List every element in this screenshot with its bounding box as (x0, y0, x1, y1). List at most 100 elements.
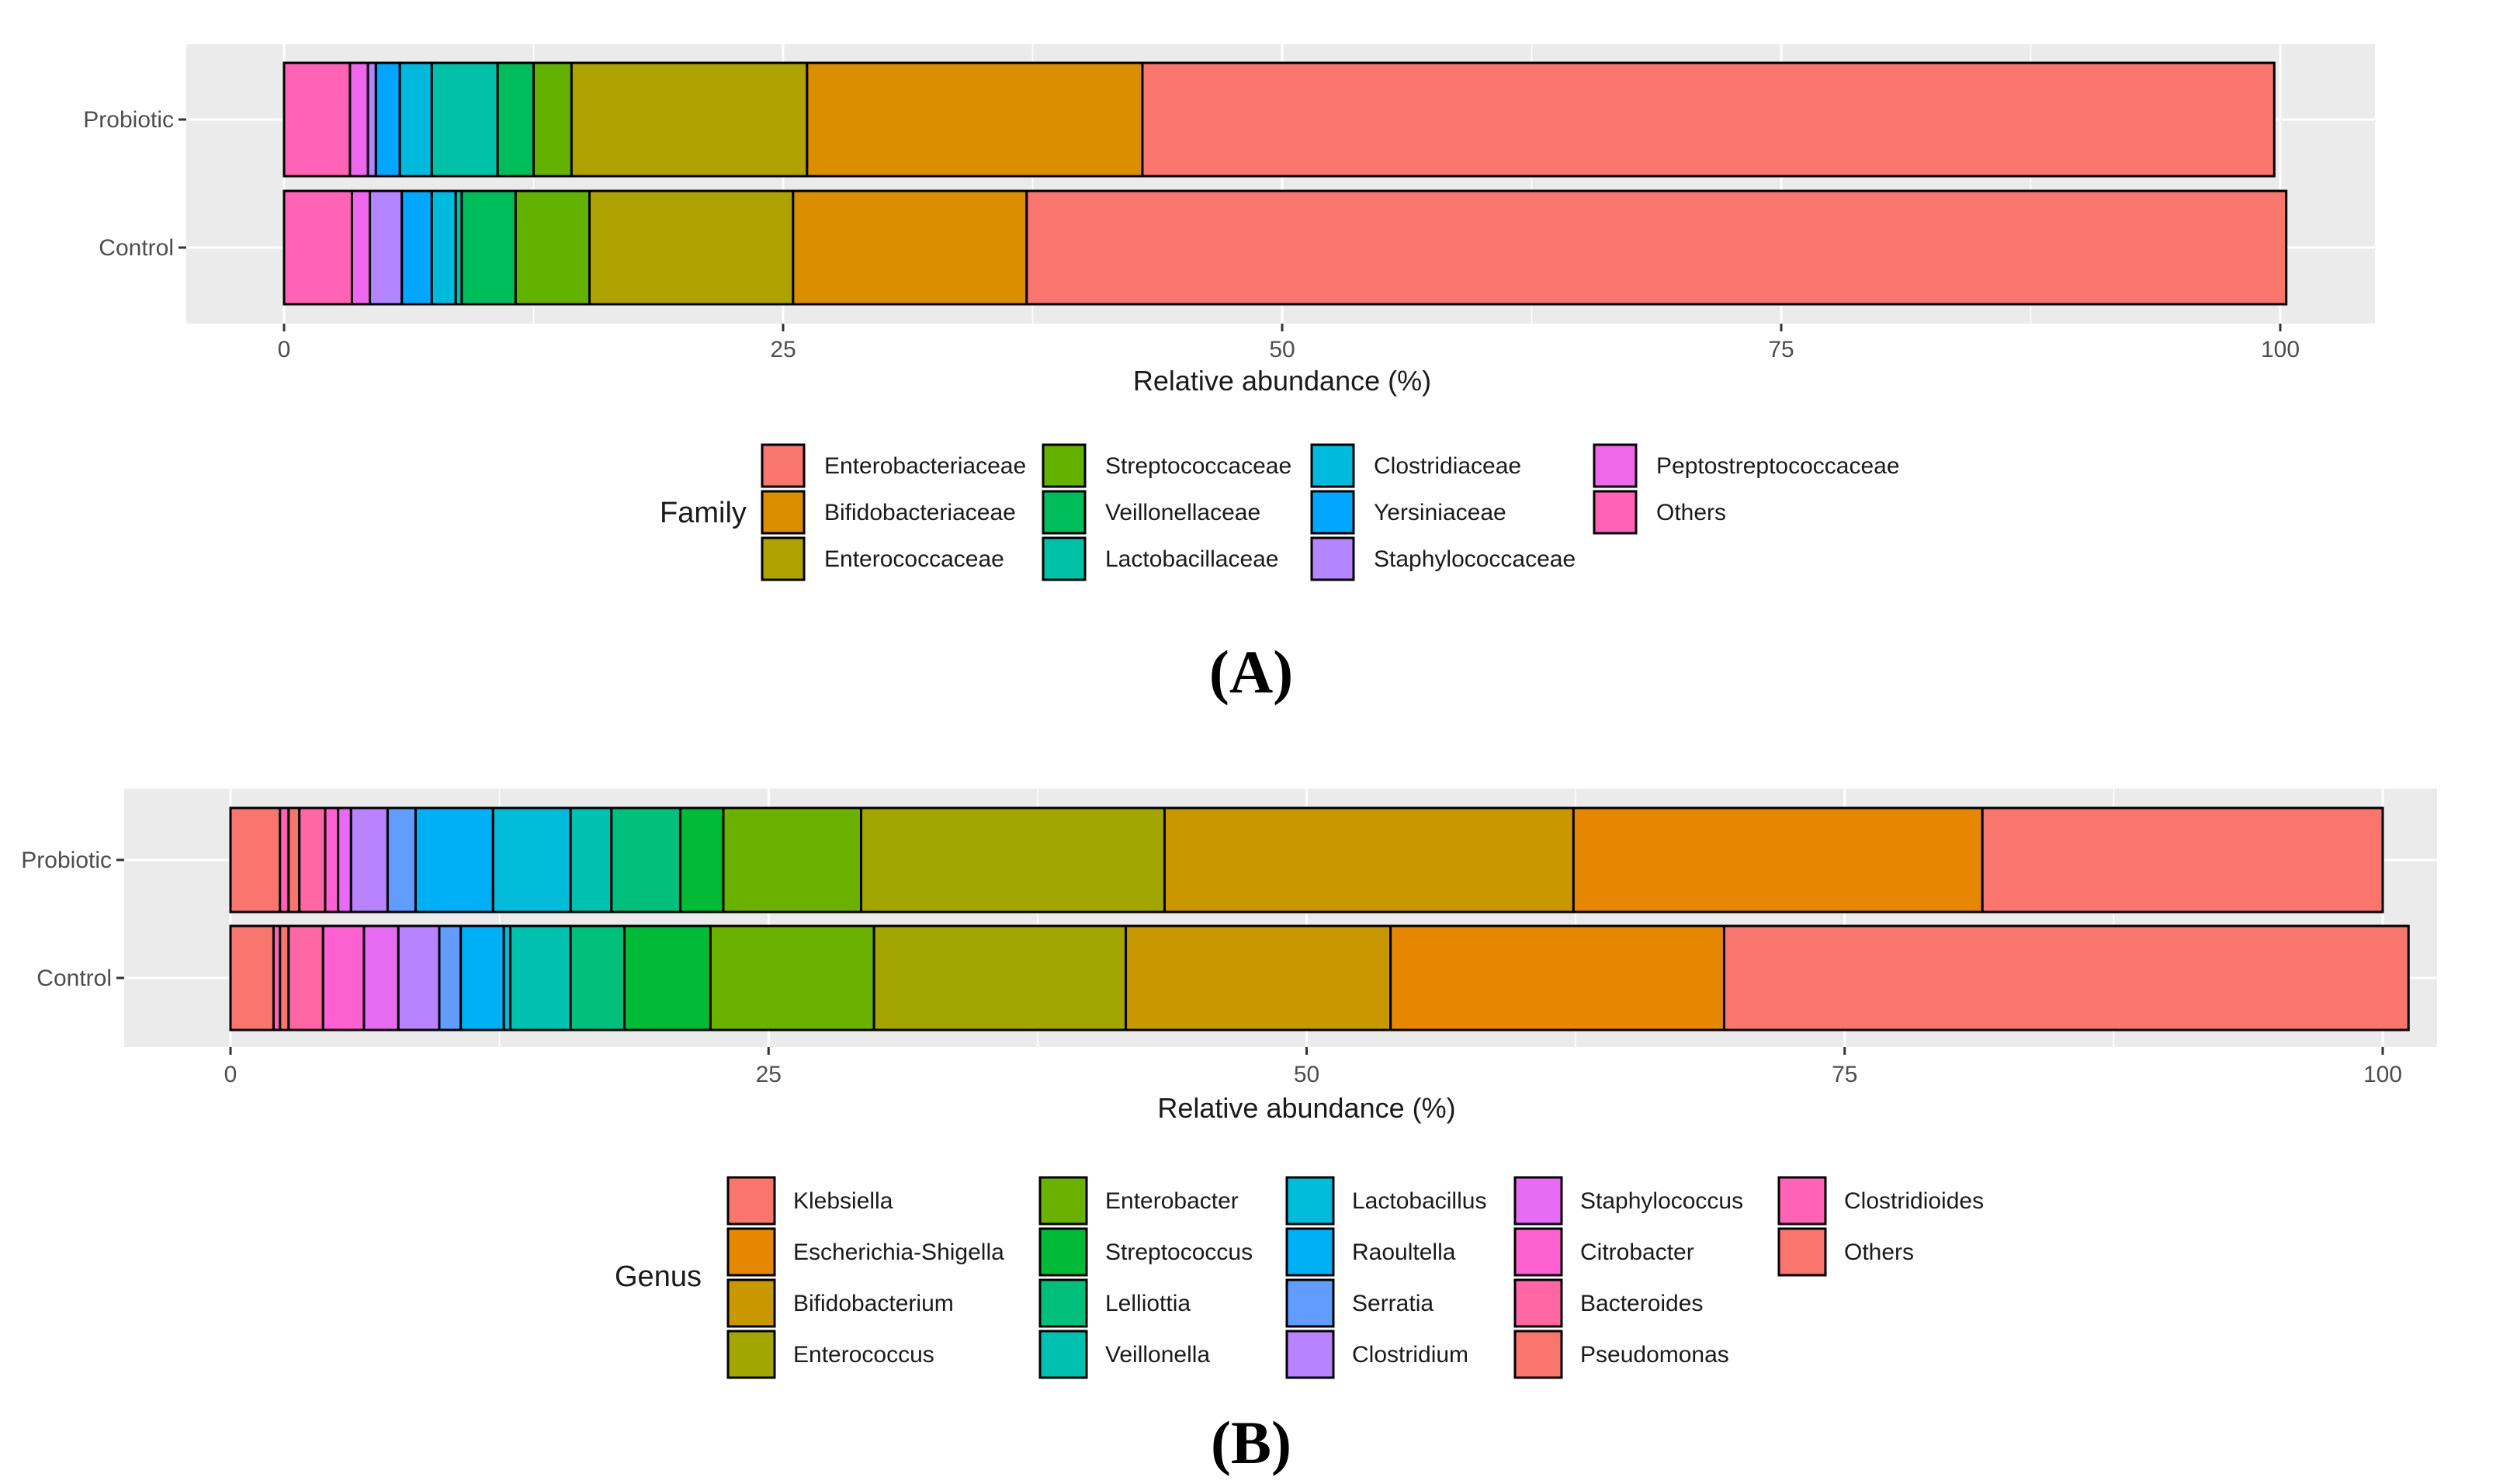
legend-item-streptococcus: Streptococcus (1038, 1227, 1253, 1277)
bar-segment-control-raoultella (459, 924, 505, 1032)
legend-label-others: Others (1656, 500, 1726, 525)
legend-item-clostridiaceae: Clostridiaceae (1310, 443, 1521, 488)
bar-segment-probiotic-enterococcaceae (570, 61, 809, 178)
bar-segment-probiotic-klebsiella (1981, 806, 2384, 914)
legend-item-enterobacter: Enterobacter (1038, 1176, 1239, 1226)
y-axis: Probiotic Control (21, 848, 124, 991)
legend-label-others: Others (1844, 1240, 1914, 1265)
bar-segment-probiotic-staphylococcus (337, 806, 352, 914)
x-tick-label-25: 25 (770, 337, 796, 362)
legend-item-lelliottia: Lelliottia (1038, 1278, 1191, 1328)
bar-segment-probiotic-pseudomonas (287, 806, 301, 914)
y-tick-label-control: Control (36, 966, 112, 991)
legend-item-clostridium: Clostridium (1285, 1330, 1468, 1379)
bar-segment-probiotic-citrobacter (324, 806, 340, 914)
legend-item-bacteroides: Bacteroides (1513, 1278, 1703, 1328)
legend-key-yersiniaceae (1310, 490, 1355, 535)
bar-segment-control-bifidobacteriaceae (792, 189, 1028, 306)
legend-item-citrobacter: Citrobacter (1513, 1227, 1694, 1277)
legend-key-streptococcaceae (1042, 443, 1087, 488)
legend-label-yersiniaceae: Yersiniaceae (1374, 500, 1506, 525)
legend-label-escherichia-shigella: Escherichia-Shigella (793, 1240, 1004, 1265)
legend-key-klebsiella (726, 1176, 776, 1226)
legend-item-lactobacillaceae: Lactobacillaceae (1042, 536, 1279, 581)
legend-label-citrobacter: Citrobacter (1580, 1240, 1694, 1265)
legend-key-veillonella (1038, 1330, 1088, 1379)
bar-segment-probiotic-clostridium (349, 806, 389, 914)
y-tick-label-probiotic: Probiotic (21, 848, 112, 873)
legend-key-enterococcaceae (761, 536, 806, 581)
legend-key-others (1777, 1227, 1827, 1277)
bar-segment-probiotic-lelliottia (610, 806, 682, 914)
bar-segment-control-others (283, 189, 353, 306)
legend-item-streptococcaceae: Streptococcaceae (1042, 443, 1291, 488)
legend-label-raoultella: Raoultella (1352, 1240, 1456, 1265)
bars (283, 61, 2288, 306)
panel-label: (A) (1209, 638, 1293, 706)
bar-segment-probiotic-raoultella (414, 806, 494, 914)
legend-key-peptostreptococcaceae (1593, 443, 1638, 488)
legend-item-staphylococcus: Staphylococcus (1513, 1176, 1743, 1226)
legend-key-escherichia-shigella (726, 1227, 776, 1277)
legend-label-enterococcus: Enterococcus (793, 1342, 934, 1368)
legend-key-staphylococcus (1513, 1176, 1563, 1226)
x-axis-title: Relative abundance (%) (1157, 1092, 1455, 1124)
legend-item-serratia: Serratia (1285, 1278, 1434, 1328)
bar-segment-control-veillonella (508, 924, 572, 1032)
bar-segment-control-streptococcus (622, 924, 712, 1032)
bar-segment-probiotic-escherichia-shigella (1572, 806, 1984, 914)
bar-segment-control-bacteroides (287, 924, 324, 1032)
x-axis-title: Relative abundance (%) (1133, 365, 1431, 397)
bar-segment-control-serratia (438, 924, 463, 1032)
x-tick-label-50: 50 (1269, 337, 1295, 362)
legend-item-veillonellaceae: Veillonellaceae (1042, 490, 1260, 535)
legend-item-others: Others (1593, 490, 1726, 535)
legend: Family Enterobacteriaceae Bifidobacteriace… (660, 443, 1900, 581)
legend-key-pseudomonas (1513, 1330, 1563, 1379)
legend-key-streptococcus (1038, 1227, 1088, 1277)
bar-segment-control-pseudomonas (279, 924, 290, 1032)
legend-item-raoultella: Raoultella (1285, 1227, 1456, 1277)
legend-item-enterococcus: Enterococcus (726, 1330, 934, 1379)
legend-key-raoultella (1285, 1227, 1335, 1277)
x-tick-label-25: 25 (756, 1062, 782, 1087)
legend-item-escherichia-shigella: Escherichia-Shigella (726, 1227, 1004, 1277)
legend-item-staphylococcaceae: Staphylococcaceae (1310, 536, 1576, 581)
bar-segment-control-yersiniaceae (400, 189, 433, 306)
legend-key-citrobacter (1513, 1227, 1563, 1277)
x-tick-label-50: 50 (1294, 1062, 1319, 1087)
legend-item-pseudomonas: Pseudomonas (1513, 1330, 1729, 1379)
legend-title: Family (660, 497, 747, 529)
legend-label-bifidobacteriaceae: Bifidobacteriaceae (824, 500, 1016, 525)
legend-label-bifidobacterium: Bifidobacterium (793, 1291, 954, 1316)
legend-label-clostridioides: Clostridioides (1844, 1188, 1984, 1214)
bar-segment-probiotic-serratia (386, 806, 417, 914)
bar-segment-probiotic-staphylococcaceae (366, 61, 377, 178)
x-tick-label-0: 0 (224, 1062, 237, 1087)
bar-segment-probiotic-enterobacter (722, 806, 862, 914)
chart-a: Probiotic Control 0 25 50 75 100 Relative abund… (83, 44, 2375, 706)
legend-label-lactobacillaceae: Lactobacillaceae (1105, 546, 1279, 572)
x-axis: 0 25 50 75 100 Relative abundance (%) (224, 1047, 2402, 1124)
bar-segment-control-staphylococcaceae (369, 189, 404, 306)
legend-key-lelliottia (1038, 1278, 1088, 1328)
x-tick-label-0: 0 (278, 337, 291, 362)
bar-segment-probiotic-yersiniaceae (374, 61, 401, 178)
x-tick-label-75: 75 (1832, 1062, 1857, 1087)
y-axis: Probiotic Control (83, 107, 186, 261)
x-axis: 0 25 50 75 100 Relative abundance (%) (278, 324, 2300, 397)
legend-label-enterococcaceae: Enterococcaceae (824, 546, 1004, 572)
legend-label-veillonella: Veillonella (1105, 1342, 1210, 1368)
bar-segment-control-enterococcus (872, 924, 1128, 1032)
x-tick-label-100: 100 (2363, 1062, 2402, 1087)
bar-segment-control-klebsiella (1722, 924, 2410, 1032)
legend-key-clostridium (1285, 1330, 1335, 1379)
legend-item-lactobacillus: Lactobacillus (1285, 1176, 1486, 1226)
bar-segment-control-peptostreptococcaceae (350, 189, 372, 306)
legend-key-bacteroides (1513, 1278, 1563, 1328)
legend-key-others (1593, 490, 1638, 535)
legend-label-streptococcaceae: Streptococcaceae (1105, 453, 1291, 479)
legend-item-enterococcaceae: Enterococcaceae (761, 536, 1004, 581)
bar-segment-control-citrobacter (321, 924, 366, 1032)
legend-key-bifidobacterium (726, 1278, 776, 1328)
